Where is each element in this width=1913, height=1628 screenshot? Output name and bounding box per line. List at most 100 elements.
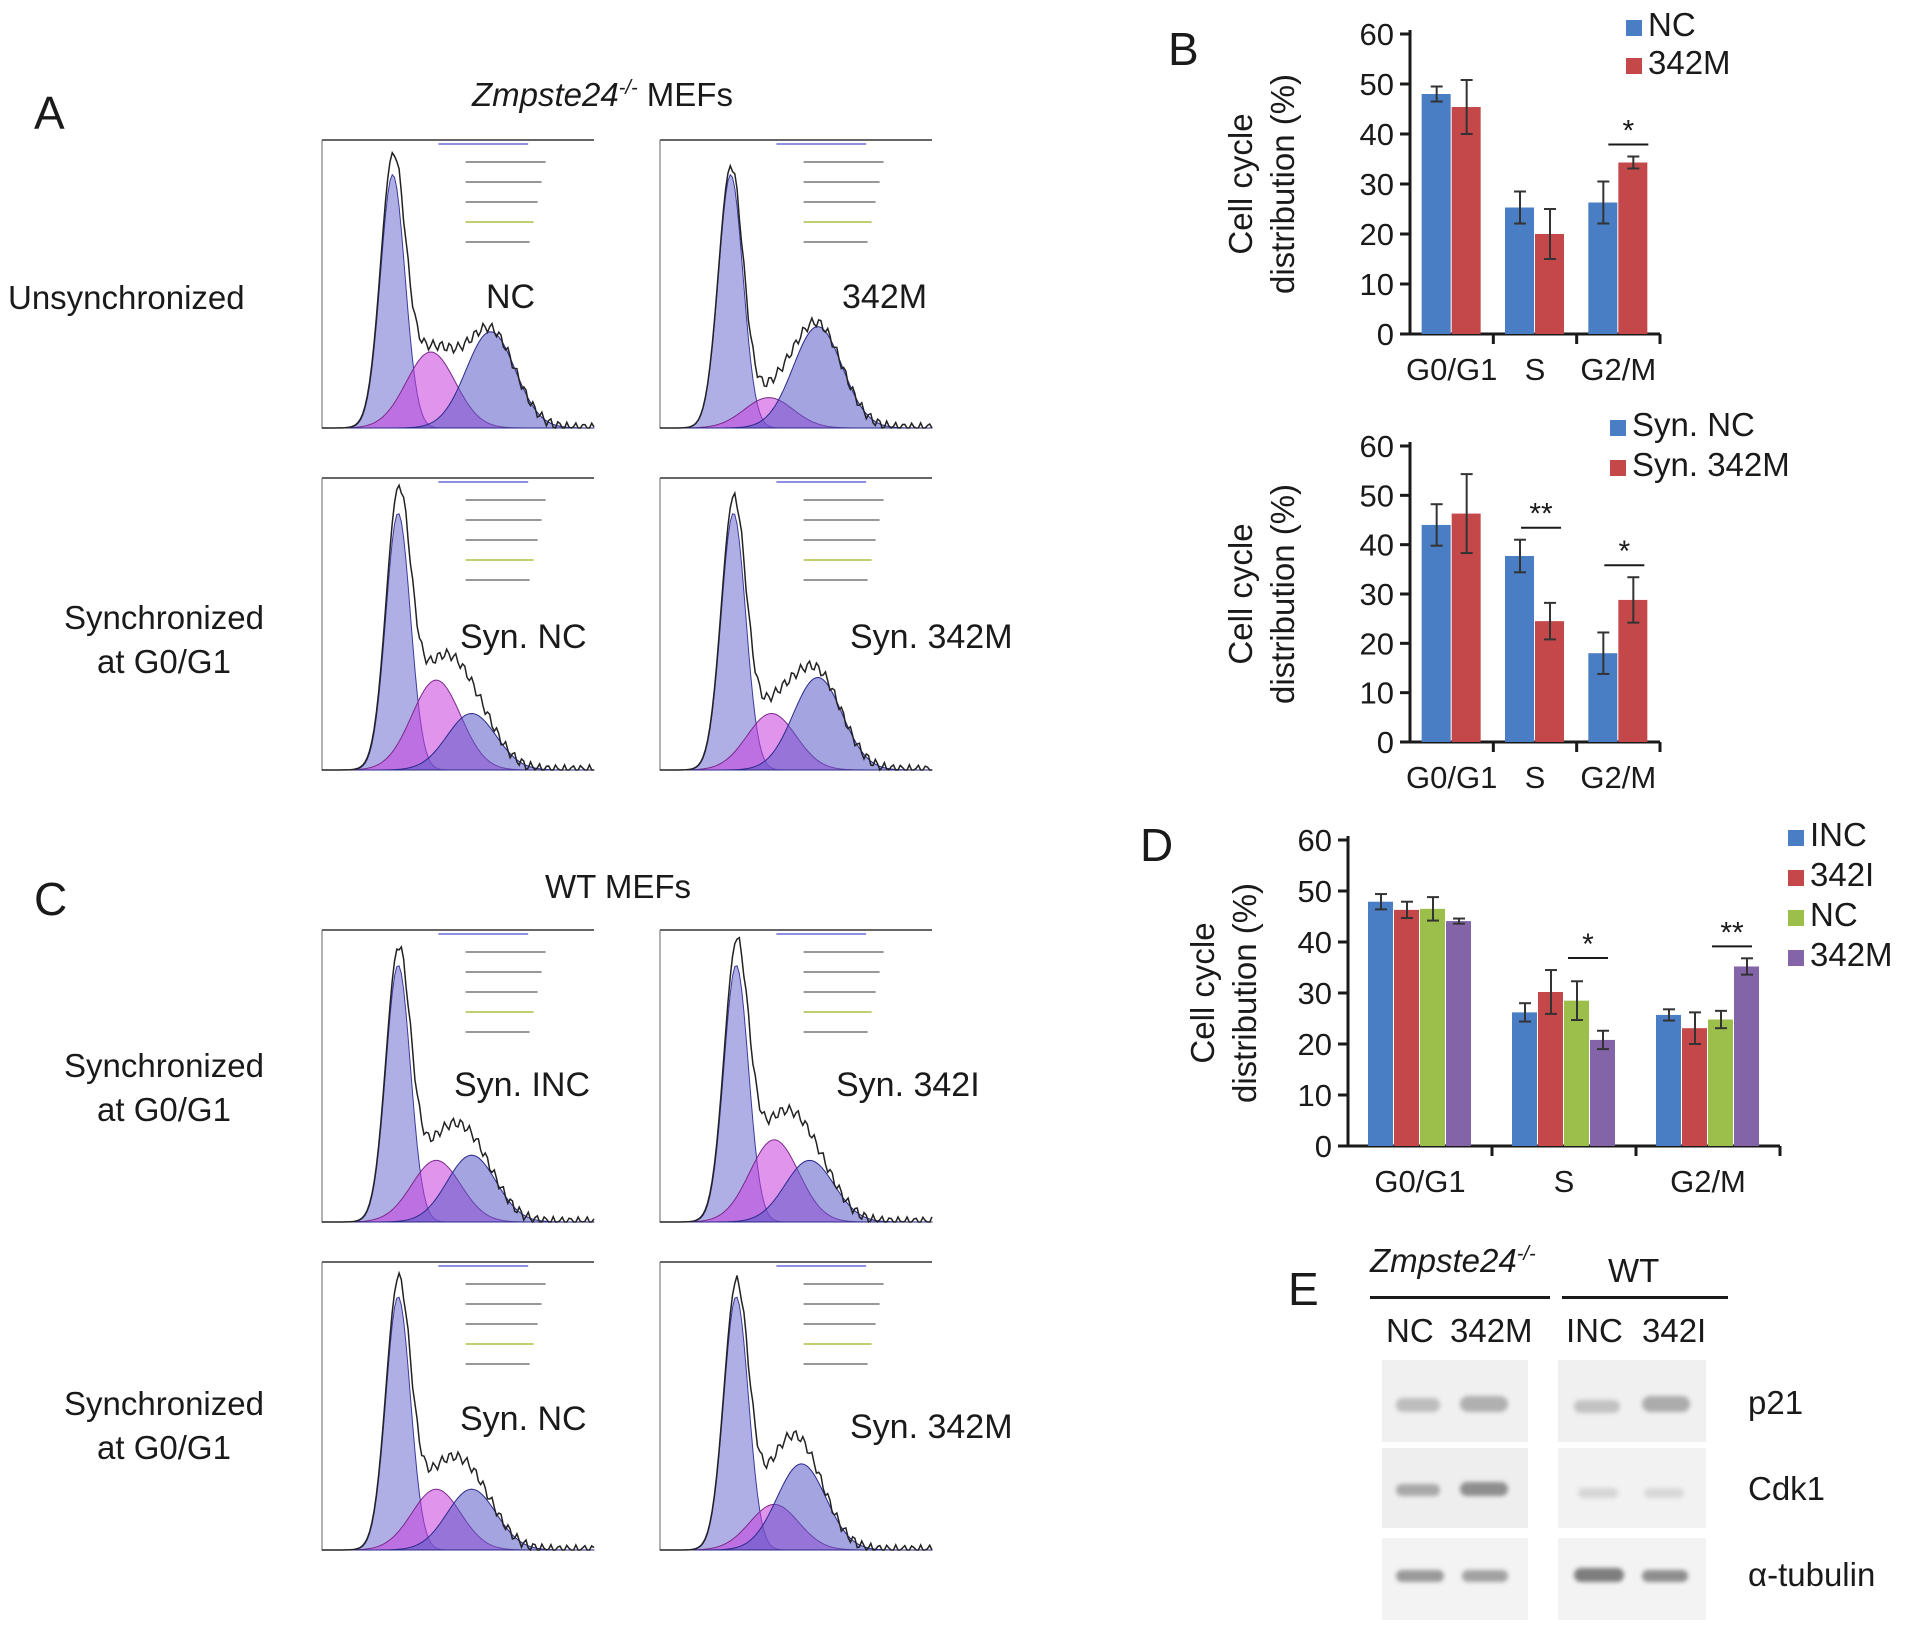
total-histogram-line <box>660 1275 933 1552</box>
cytometry-histogram <box>321 477 594 772</box>
panel-c-row1-label: Synchronized at G0/G1 <box>44 1044 284 1132</box>
legend-label: Syn. NC <box>1632 410 1755 443</box>
wb-group2-rule <box>1562 1296 1728 1299</box>
panel-a-title-sup: -/- <box>618 77 638 99</box>
band <box>1396 1484 1440 1496</box>
hist-label-c-syn-inc: Syn. INC <box>454 1066 591 1104</box>
y-tick-label: 10 <box>1360 676 1394 711</box>
panel-letter-c: C <box>34 873 68 925</box>
wb-group1-gene: Zmpste24 <box>1370 1242 1517 1279</box>
legend-label: NC <box>1648 6 1696 43</box>
bar-342m-g2-m <box>1618 162 1648 334</box>
x-tick-label: G2/M <box>1580 352 1656 387</box>
bar-342m-g0-g1 <box>1451 107 1481 334</box>
total-histogram-line <box>660 163 933 429</box>
legend-swatch <box>1610 420 1626 436</box>
x-tick-label: G2/M <box>1670 1164 1746 1199</box>
y-tick-label: 20 <box>1360 217 1394 252</box>
panel-letter-a: A <box>34 87 65 139</box>
cytometry-histogram <box>321 1261 595 1552</box>
y-tick-label: 30 <box>1360 577 1394 612</box>
wb-lane-342m: 342M <box>1450 1312 1533 1349</box>
legend-swatch <box>1788 910 1804 926</box>
panel-a-row2-label: Synchronized at G0/G1 <box>44 596 284 684</box>
bar-inc-s <box>1512 1012 1537 1146</box>
legend-label: INC <box>1810 816 1867 853</box>
y-tick-label: 20 <box>1298 1027 1332 1062</box>
blot-tubulin-right <box>1558 1538 1706 1620</box>
blot-tubulin-left <box>1382 1538 1528 1620</box>
bar-inc-g2-m <box>1656 1014 1681 1146</box>
bar-nc-g2-m <box>1708 1019 1733 1146</box>
significance-label: * <box>1582 928 1594 961</box>
cytometry-histogram <box>659 929 933 1224</box>
cytometry-histogram <box>321 929 595 1224</box>
y-tick-label: 0 <box>1377 725 1394 760</box>
g2m-peak <box>660 1463 932 1551</box>
panel-c-row1-line2: at G0/G1 <box>97 1091 231 1128</box>
wb-group1-rule <box>1370 1296 1550 1299</box>
total-histogram-line <box>659 490 932 772</box>
y-axis-label: Cell cycle <box>1184 922 1221 1063</box>
y-tick-label: 10 <box>1298 1078 1332 1113</box>
panel-c-row2-label: Synchronized at G0/G1 <box>44 1382 284 1470</box>
y-tick-label: 60 <box>1360 429 1394 464</box>
y-tick-label: 0 <box>1377 317 1394 352</box>
y-tick-label: 50 <box>1360 67 1394 102</box>
band <box>1642 1570 1688 1582</box>
significance-label: * <box>1618 535 1630 568</box>
y-axis-label: distribution (%) <box>1264 484 1301 704</box>
legend-label: 342M <box>1810 936 1893 973</box>
band <box>1460 1396 1508 1412</box>
g2m-peak <box>322 1488 594 1551</box>
cytometry-histogram <box>659 477 933 772</box>
wb-lane-nc: NC <box>1386 1312 1434 1349</box>
legend-label: Syn. 342M <box>1632 446 1790 483</box>
hist-label-a-syn-342m: Syn. 342M <box>850 618 1013 656</box>
x-tick-label: S <box>1554 1164 1575 1199</box>
hist-label-a-nc: NC <box>486 278 536 316</box>
bar-syn-342m-s <box>1535 621 1564 742</box>
significance-label: ** <box>1529 498 1553 531</box>
legend-swatch <box>1626 20 1642 36</box>
legend-label: 342M <box>1648 44 1731 81</box>
hist-label-c-syn-nc: Syn. NC <box>460 1400 587 1438</box>
chart-d: 0 10 20 30 40 50 60 Cell cycle distribution (%) G… <box>1184 816 1893 1199</box>
x-tick-label: G0/G1 <box>1406 352 1497 387</box>
y-axis-label: distribution (%) <box>1264 74 1301 294</box>
bar-342m-g0-g1 <box>1446 921 1471 1146</box>
x-tick-label: G0/G1 <box>1374 1164 1465 1199</box>
bar-342i-g0-g1 <box>1394 909 1419 1146</box>
legend-swatch <box>1788 950 1804 966</box>
y-tick-label: 10 <box>1360 267 1394 302</box>
hist-label-c-syn-342i: Syn. 342I <box>836 1066 980 1104</box>
x-tick-label: S <box>1525 352 1546 387</box>
wb-group1-sup: -/- <box>1516 1243 1536 1265</box>
blot-p21-right <box>1558 1360 1706 1442</box>
band <box>1578 1488 1618 1498</box>
bar-nc-g0-g1 <box>1420 908 1445 1146</box>
bar-nc-g0-g1 <box>1421 94 1451 334</box>
band <box>1644 1488 1684 1498</box>
legend-swatch <box>1626 58 1642 74</box>
chart-b-bottom: 0 10 20 30 40 50 60 Cell cycle distribution (%) G… <box>1222 410 1790 790</box>
bar-342i-g2-m <box>1682 1028 1707 1146</box>
blot-cdk1-left <box>1382 1448 1528 1528</box>
wb-protein-tubulin: α-tubulin <box>1748 1556 1876 1593</box>
bar-syn-nc-g0-g1 <box>1421 524 1451 742</box>
g2m-peak <box>322 1154 594 1223</box>
panel-letter-d: D <box>1140 819 1174 871</box>
band <box>1460 1482 1508 1496</box>
legend-swatch <box>1788 870 1804 886</box>
wb-lane-342i: 342I <box>1642 1312 1707 1349</box>
legend-swatch <box>1610 460 1626 476</box>
wb-group2-label: WT <box>1608 1252 1660 1289</box>
y-tick-label: 30 <box>1298 976 1332 1011</box>
x-tick-label: G0/G1 <box>1406 760 1497 790</box>
band <box>1574 1568 1624 1582</box>
panel-letter-e: E <box>1288 1263 1319 1315</box>
significance-label: * <box>1622 115 1634 148</box>
bar-nc-s <box>1564 1000 1589 1146</box>
total-histogram-line <box>321 1270 595 1552</box>
panel-a-row1-label: Unsynchronized <box>8 279 245 316</box>
